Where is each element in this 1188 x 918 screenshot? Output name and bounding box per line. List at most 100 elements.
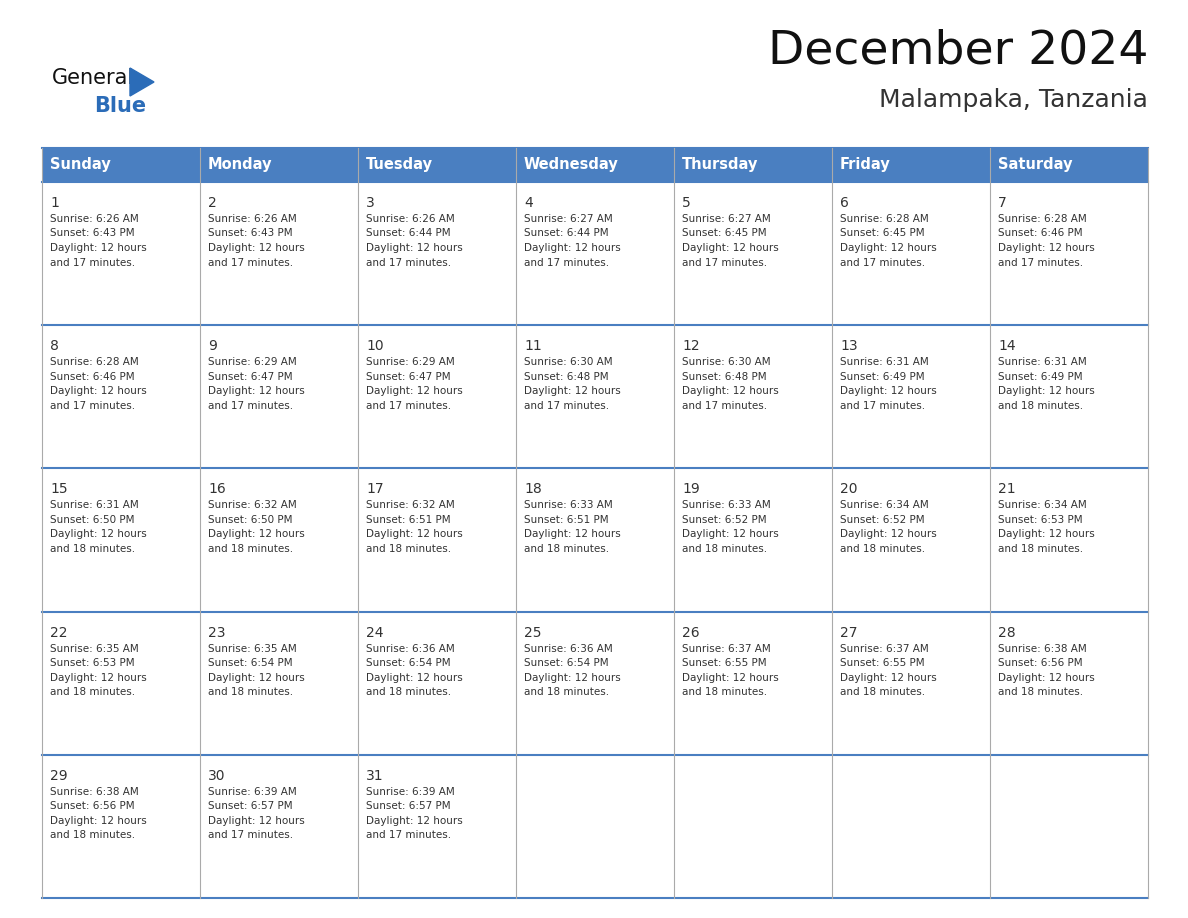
Text: Daylight: 12 hours: Daylight: 12 hours: [366, 386, 463, 397]
Polygon shape: [129, 68, 154, 96]
Text: Sunset: 6:47 PM: Sunset: 6:47 PM: [208, 372, 292, 382]
Text: Sunrise: 6:37 AM: Sunrise: 6:37 AM: [840, 644, 929, 654]
Text: and 18 minutes.: and 18 minutes.: [366, 687, 451, 697]
Text: Daylight: 12 hours: Daylight: 12 hours: [50, 530, 147, 540]
Text: and 17 minutes.: and 17 minutes.: [366, 830, 451, 840]
Text: Sunset: 6:43 PM: Sunset: 6:43 PM: [50, 229, 134, 239]
Text: Monday: Monday: [208, 158, 272, 173]
Text: and 17 minutes.: and 17 minutes.: [682, 258, 767, 267]
Text: Sunrise: 6:39 AM: Sunrise: 6:39 AM: [366, 787, 455, 797]
Text: 19: 19: [682, 482, 700, 497]
Text: Daylight: 12 hours: Daylight: 12 hours: [50, 386, 147, 397]
Text: Sunset: 6:48 PM: Sunset: 6:48 PM: [524, 372, 608, 382]
Bar: [42, 611, 1148, 755]
Text: Daylight: 12 hours: Daylight: 12 hours: [682, 243, 779, 253]
Text: Daylight: 12 hours: Daylight: 12 hours: [840, 243, 937, 253]
Text: Daylight: 12 hours: Daylight: 12 hours: [366, 243, 463, 253]
Text: Sunset: 6:55 PM: Sunset: 6:55 PM: [682, 658, 766, 668]
Text: 1: 1: [50, 196, 59, 210]
Text: Daylight: 12 hours: Daylight: 12 hours: [208, 243, 305, 253]
Text: 20: 20: [840, 482, 858, 497]
Text: Sunset: 6:54 PM: Sunset: 6:54 PM: [524, 658, 608, 668]
Text: 23: 23: [208, 625, 226, 640]
Text: Sunset: 6:45 PM: Sunset: 6:45 PM: [840, 229, 924, 239]
Text: Sunrise: 6:28 AM: Sunrise: 6:28 AM: [998, 214, 1087, 224]
Text: General: General: [52, 68, 134, 88]
Text: and 18 minutes.: and 18 minutes.: [524, 543, 609, 554]
Text: and 18 minutes.: and 18 minutes.: [208, 543, 293, 554]
Text: and 17 minutes.: and 17 minutes.: [208, 400, 293, 410]
Text: and 17 minutes.: and 17 minutes.: [998, 258, 1083, 267]
Bar: [42, 468, 1148, 611]
Text: Sunset: 6:56 PM: Sunset: 6:56 PM: [998, 658, 1082, 668]
Text: 10: 10: [366, 339, 384, 353]
Text: Daylight: 12 hours: Daylight: 12 hours: [524, 243, 621, 253]
Text: Sunrise: 6:39 AM: Sunrise: 6:39 AM: [208, 787, 297, 797]
Text: Sunset: 6:48 PM: Sunset: 6:48 PM: [682, 372, 766, 382]
Text: and 17 minutes.: and 17 minutes.: [50, 400, 135, 410]
Text: Sunrise: 6:26 AM: Sunrise: 6:26 AM: [366, 214, 455, 224]
Text: Sunset: 6:49 PM: Sunset: 6:49 PM: [840, 372, 924, 382]
Text: Daylight: 12 hours: Daylight: 12 hours: [208, 816, 305, 826]
Text: Sunrise: 6:37 AM: Sunrise: 6:37 AM: [682, 644, 771, 654]
Text: 8: 8: [50, 339, 59, 353]
Bar: [42, 755, 1148, 898]
Text: Daylight: 12 hours: Daylight: 12 hours: [998, 386, 1095, 397]
Text: Sunrise: 6:27 AM: Sunrise: 6:27 AM: [682, 214, 771, 224]
Text: Sunrise: 6:32 AM: Sunrise: 6:32 AM: [366, 500, 455, 510]
Text: Sunrise: 6:31 AM: Sunrise: 6:31 AM: [50, 500, 139, 510]
Text: and 18 minutes.: and 18 minutes.: [840, 543, 925, 554]
Text: Daylight: 12 hours: Daylight: 12 hours: [208, 673, 305, 683]
Text: and 18 minutes.: and 18 minutes.: [840, 687, 925, 697]
Text: Sunset: 6:52 PM: Sunset: 6:52 PM: [682, 515, 766, 525]
Text: and 17 minutes.: and 17 minutes.: [840, 400, 925, 410]
Text: Sunset: 6:45 PM: Sunset: 6:45 PM: [682, 229, 766, 239]
Text: Sunset: 6:54 PM: Sunset: 6:54 PM: [208, 658, 292, 668]
Text: Daylight: 12 hours: Daylight: 12 hours: [998, 530, 1095, 540]
Text: 22: 22: [50, 625, 68, 640]
Text: Sunrise: 6:35 AM: Sunrise: 6:35 AM: [50, 644, 139, 654]
Text: Daylight: 12 hours: Daylight: 12 hours: [524, 530, 621, 540]
Text: Sunset: 6:43 PM: Sunset: 6:43 PM: [208, 229, 292, 239]
Text: and 17 minutes.: and 17 minutes.: [208, 830, 293, 840]
Text: Sunset: 6:53 PM: Sunset: 6:53 PM: [998, 515, 1082, 525]
Text: Sunset: 6:49 PM: Sunset: 6:49 PM: [998, 372, 1082, 382]
Text: 16: 16: [208, 482, 226, 497]
Text: Sunrise: 6:29 AM: Sunrise: 6:29 AM: [208, 357, 297, 367]
Text: and 17 minutes.: and 17 minutes.: [208, 258, 293, 267]
Text: Sunset: 6:44 PM: Sunset: 6:44 PM: [524, 229, 608, 239]
Text: 28: 28: [998, 625, 1016, 640]
Text: Sunrise: 6:33 AM: Sunrise: 6:33 AM: [682, 500, 771, 510]
Text: Sunset: 6:57 PM: Sunset: 6:57 PM: [366, 801, 450, 812]
Text: 7: 7: [998, 196, 1006, 210]
Text: Daylight: 12 hours: Daylight: 12 hours: [524, 673, 621, 683]
Text: Sunset: 6:46 PM: Sunset: 6:46 PM: [998, 229, 1082, 239]
Text: Daylight: 12 hours: Daylight: 12 hours: [998, 673, 1095, 683]
Text: Daylight: 12 hours: Daylight: 12 hours: [840, 530, 937, 540]
Text: Daylight: 12 hours: Daylight: 12 hours: [682, 673, 779, 683]
Text: Daylight: 12 hours: Daylight: 12 hours: [366, 673, 463, 683]
Text: Sunrise: 6:28 AM: Sunrise: 6:28 AM: [50, 357, 139, 367]
Text: Daylight: 12 hours: Daylight: 12 hours: [682, 386, 779, 397]
Text: 9: 9: [208, 339, 217, 353]
Text: Thursday: Thursday: [682, 158, 758, 173]
Text: Daylight: 12 hours: Daylight: 12 hours: [524, 386, 621, 397]
Text: Sunrise: 6:27 AM: Sunrise: 6:27 AM: [524, 214, 613, 224]
Text: and 18 minutes.: and 18 minutes.: [50, 543, 135, 554]
Text: 26: 26: [682, 625, 700, 640]
Text: Wednesday: Wednesday: [524, 158, 619, 173]
Text: 13: 13: [840, 339, 858, 353]
Text: Sunrise: 6:36 AM: Sunrise: 6:36 AM: [366, 644, 455, 654]
Text: 25: 25: [524, 625, 542, 640]
Text: Sunrise: 6:38 AM: Sunrise: 6:38 AM: [50, 787, 139, 797]
Text: Sunrise: 6:35 AM: Sunrise: 6:35 AM: [208, 644, 297, 654]
Text: Sunset: 6:57 PM: Sunset: 6:57 PM: [208, 801, 292, 812]
Text: 12: 12: [682, 339, 700, 353]
Text: and 17 minutes.: and 17 minutes.: [366, 258, 451, 267]
Text: Sunset: 6:54 PM: Sunset: 6:54 PM: [366, 658, 450, 668]
Text: Sunrise: 6:26 AM: Sunrise: 6:26 AM: [208, 214, 297, 224]
Text: Sunrise: 6:29 AM: Sunrise: 6:29 AM: [366, 357, 455, 367]
Bar: [42, 325, 1148, 468]
Text: Daylight: 12 hours: Daylight: 12 hours: [208, 530, 305, 540]
Text: 29: 29: [50, 768, 68, 783]
